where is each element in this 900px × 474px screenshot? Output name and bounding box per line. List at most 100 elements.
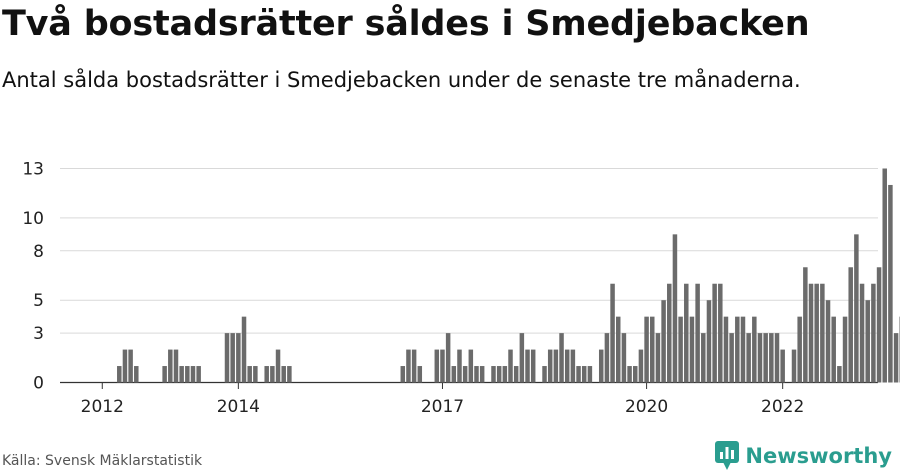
bar (655, 333, 661, 383)
bar (735, 316, 740, 383)
chart-subtitle: Antal sålda bostadsrätter i Smedjebacken… (2, 68, 801, 92)
bar (474, 366, 479, 383)
x-tick-label: 2014 (217, 397, 260, 417)
bar (559, 333, 564, 383)
bar (247, 366, 252, 383)
bar (122, 349, 128, 383)
bar (695, 283, 700, 383)
bar (633, 366, 638, 383)
bar (451, 366, 457, 383)
bar (808, 283, 814, 383)
bar (740, 316, 746, 383)
bar (185, 366, 190, 383)
bar (224, 333, 230, 383)
bar (241, 316, 247, 383)
bar (706, 300, 712, 383)
bar (491, 366, 496, 383)
bar (825, 300, 831, 383)
bar (803, 267, 808, 383)
bar (644, 316, 649, 383)
bar (440, 349, 445, 383)
y-tick-label: 0 (33, 374, 44, 394)
bar (627, 366, 632, 383)
bar (253, 366, 258, 383)
bar (468, 349, 474, 383)
axis-labels: 03581013220122014201720202022 (22, 160, 804, 418)
bar (134, 366, 139, 383)
bar (882, 168, 887, 383)
bar (774, 333, 780, 383)
y-tick-label: 13 (22, 160, 44, 180)
bar (854, 234, 859, 383)
bar (270, 366, 275, 383)
bar (190, 366, 196, 383)
bar (576, 366, 581, 383)
bar (587, 366, 593, 383)
x-tick-label: 2012 (81, 397, 124, 417)
bar (196, 366, 201, 383)
newsworthy-logo-icon (715, 441, 740, 470)
bar (718, 283, 723, 383)
bar (445, 333, 451, 383)
bar (814, 283, 819, 383)
bar (525, 349, 530, 383)
bar (502, 366, 508, 383)
bar (865, 300, 870, 383)
bar (689, 316, 695, 383)
bar (264, 366, 269, 383)
bar (173, 349, 179, 383)
bars (117, 168, 900, 383)
bar (434, 349, 440, 383)
bar (684, 283, 689, 383)
bar (564, 349, 570, 383)
bar (406, 349, 411, 383)
y-tick-label: 5 (33, 291, 44, 311)
x-tick-label: 2017 (421, 397, 464, 417)
bar (479, 366, 485, 383)
source-note: Källa: Svensk Mäklarstatistik (2, 453, 203, 469)
bar (275, 349, 281, 383)
bar (168, 349, 173, 383)
y-tick-label: 10 (22, 209, 44, 229)
bar (729, 333, 734, 383)
bar (530, 349, 536, 383)
bar (604, 333, 610, 383)
bar (411, 349, 417, 383)
brand-name: Newsworthy (745, 444, 892, 468)
bar (281, 366, 286, 383)
bar (791, 349, 797, 383)
bar (547, 349, 553, 383)
bar (117, 366, 122, 383)
x-tick-label: 2022 (761, 397, 804, 417)
bar (287, 366, 292, 383)
bar (496, 366, 502, 383)
brand-logo[interactable]: Newsworthy (715, 441, 892, 471)
bar (672, 234, 678, 383)
bar (746, 333, 751, 383)
bar (462, 366, 468, 383)
bar (780, 349, 785, 383)
bar (513, 366, 519, 383)
bar (842, 316, 848, 383)
bar (848, 267, 853, 383)
bar (553, 349, 559, 383)
bar (457, 349, 462, 383)
bar (650, 316, 655, 383)
y-tick-label: 8 (33, 242, 44, 262)
bar (876, 267, 882, 383)
bar (763, 333, 768, 383)
bar (581, 366, 587, 383)
bar (859, 283, 865, 383)
bar (610, 283, 615, 383)
bar (162, 366, 167, 383)
bar (400, 366, 406, 383)
bar (236, 333, 241, 383)
bar (508, 349, 513, 383)
bar (752, 316, 757, 383)
bar (820, 283, 825, 383)
bar (615, 316, 621, 383)
bar (621, 333, 627, 383)
bar (417, 366, 423, 383)
bar (667, 283, 672, 383)
